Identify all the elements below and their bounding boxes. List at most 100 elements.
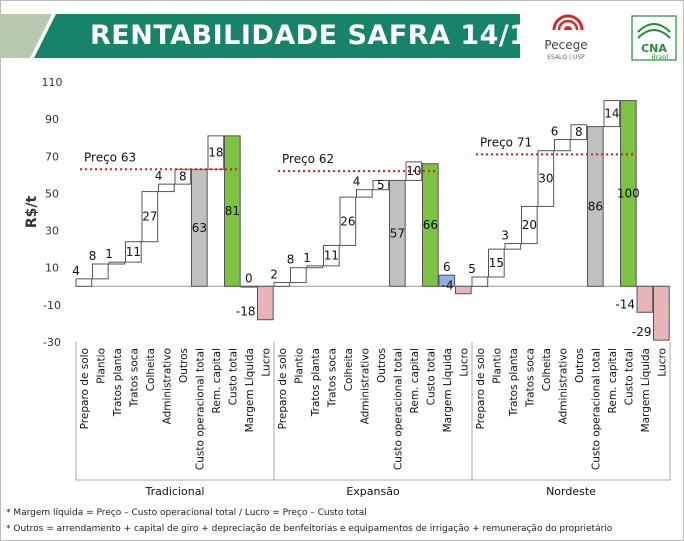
category-tick-label: Custo total — [425, 348, 437, 405]
bar — [537, 150, 555, 207]
bar — [570, 124, 588, 141]
chart-title: RENTABILIDADE SAFRA 14/15 — [90, 20, 548, 51]
category-tick-label: Outros — [376, 348, 388, 383]
y-tick-label: 10 — [45, 262, 59, 275]
group-label: Tradicional — [144, 485, 204, 498]
category-tick-label: Lucro — [656, 348, 668, 377]
footnote-margin: * Margem líquida = Preço – Custo operaci… — [6, 508, 367, 518]
bar — [125, 241, 142, 263]
bar — [108, 261, 126, 265]
category-tick-label: Colheita — [145, 348, 157, 391]
data-label: 0 — [245, 271, 253, 285]
data-label: -18 — [236, 305, 256, 319]
bar — [257, 285, 274, 321]
bar — [636, 285, 654, 313]
bar — [455, 285, 472, 295]
bar — [653, 285, 670, 341]
category-tick-label: Tratos soca — [524, 348, 536, 408]
data-label: 4 — [72, 264, 80, 278]
footnote-outros: * Outros = arrendamento + capital de gir… — [6, 524, 613, 534]
category-tick-label: Rem. capital — [211, 348, 223, 413]
category-tick-label: Administrativo — [557, 348, 569, 424]
category-tick-label: Preparo de solo — [79, 348, 91, 429]
bar — [158, 183, 175, 193]
data-label: 26 — [340, 214, 355, 228]
data-label: 18 — [208, 146, 223, 160]
data-label: 11 — [126, 245, 141, 259]
pecege-sub: ESALQ | USP — [547, 54, 585, 61]
category-tick-label: Plantio — [95, 348, 107, 384]
bar — [306, 265, 324, 269]
category-tick-label: Margem Líquida — [244, 348, 256, 432]
data-label: 6 — [443, 260, 451, 274]
data-label: 1 — [303, 251, 311, 265]
bar — [224, 135, 241, 287]
data-label: 63 — [192, 221, 207, 235]
data-label: 15 — [489, 256, 504, 270]
category-tick-label: Preparo de solo — [475, 348, 487, 429]
category-tick-label: Tratos soca — [128, 348, 140, 408]
bar — [488, 248, 505, 278]
category-tick-label: Administrativo — [359, 348, 371, 424]
bar — [191, 168, 208, 287]
category-tick-label: Tratos planta — [112, 348, 124, 417]
bar — [372, 179, 390, 191]
category-tick-label: Outros — [178, 348, 190, 383]
category-tick-label: Margem Líquida — [640, 348, 652, 432]
category-tick-label: Preparo de solo — [277, 348, 289, 429]
data-label: 8 — [287, 253, 295, 267]
bar — [174, 168, 192, 185]
data-label: 6 — [551, 125, 559, 139]
header-band-shadow — [0, 14, 52, 58]
data-label: 81 — [225, 204, 240, 218]
data-label: 1 — [105, 247, 113, 261]
data-label: 8 — [89, 249, 97, 263]
price-label: Preço 62 — [282, 152, 334, 166]
bar — [356, 189, 373, 198]
data-label: 3 — [501, 229, 509, 243]
logos-area: Pecege ESALQ | USP CNA Brasil — [544, 14, 677, 61]
header-band — [34, 14, 520, 58]
data-label: 30 — [538, 172, 553, 186]
data-label: -14 — [615, 297, 635, 311]
bar — [504, 243, 522, 250]
data-label: 100 — [617, 186, 640, 200]
cna-name: CNA — [641, 42, 667, 55]
category-tick-label: Colheita — [541, 348, 553, 391]
data-label: 57 — [390, 226, 405, 240]
category-tick-label: Outros — [574, 348, 586, 383]
category-tick-label: Administrativo — [161, 348, 173, 424]
bar — [273, 282, 291, 287]
data-label: 11 — [324, 249, 339, 263]
data-label: 86 — [588, 199, 603, 213]
category-tick-label: Custo operacional total — [194, 348, 206, 470]
pecege-logo: Pecege ESALQ | USP — [544, 14, 588, 61]
data-label: 20 — [522, 218, 537, 232]
category-tick-label: Rem. capital — [409, 348, 421, 413]
bar — [290, 267, 307, 284]
category-tick-label: Custo operacional total — [392, 348, 404, 470]
category-tick-label: Custo total — [623, 348, 635, 405]
data-label: 8 — [179, 170, 187, 184]
category-tick-label: Plantio — [293, 348, 305, 384]
bar — [422, 163, 439, 287]
pecege-name: Pecege — [544, 38, 587, 52]
footnotes: * Margem líquida = Preço – Custo operaci… — [6, 505, 612, 537]
price-label: Preço 71 — [480, 135, 532, 149]
bar — [603, 100, 621, 128]
bar — [75, 278, 93, 287]
category-tick-label: Rem. capital — [607, 348, 619, 413]
cna-sub: Brasil — [652, 54, 669, 61]
data-label: -29 — [632, 325, 652, 339]
data-label: 66 — [423, 218, 438, 232]
bar — [240, 285, 258, 288]
y-axis-label: R$/t — [24, 196, 40, 229]
bar — [339, 196, 357, 246]
y-tick-label: -30 — [43, 336, 61, 349]
data-label: 27 — [142, 210, 157, 224]
bar — [587, 126, 604, 287]
group-label: Expansão — [346, 485, 400, 498]
data-label: -4 — [442, 279, 454, 293]
data-label: 4 — [353, 175, 361, 189]
